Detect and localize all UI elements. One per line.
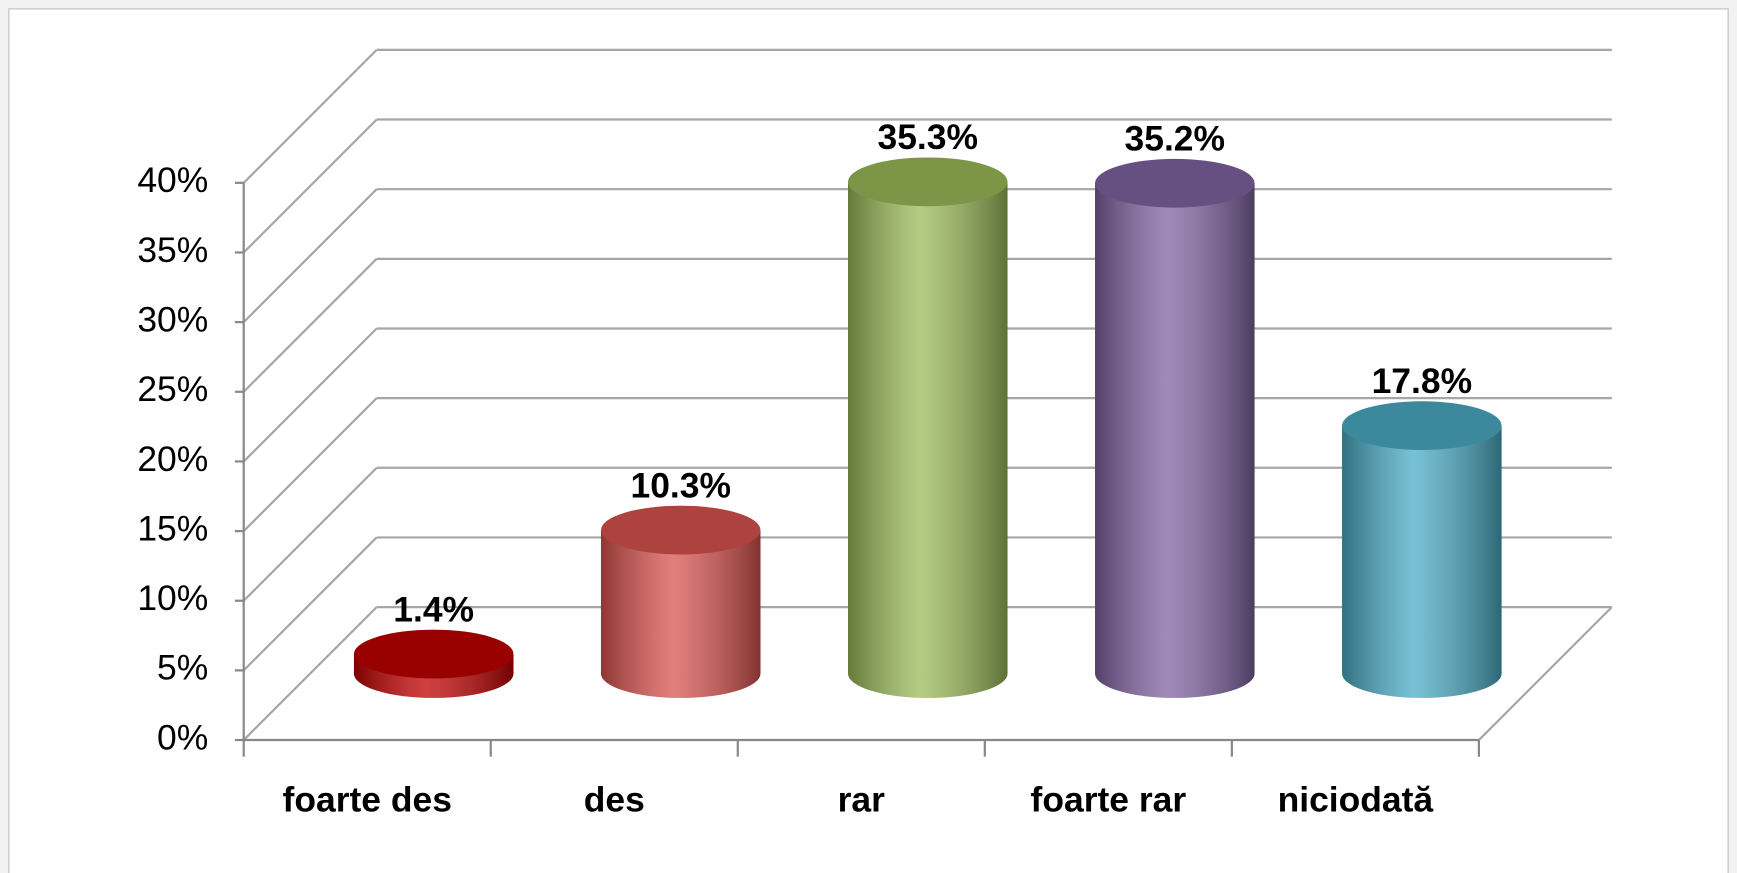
value-label: 10.3% (630, 465, 730, 505)
value-label: 35.3% (878, 117, 978, 157)
bar-top (1342, 401, 1502, 450)
bar-top-shade (1095, 158, 1255, 208)
grid-line (242, 536, 378, 672)
bar-top (600, 505, 761, 555)
x-tick-label: rar (838, 779, 885, 819)
y-tick-label: 35% (137, 230, 208, 270)
bar-top (1095, 158, 1255, 208)
y-tick-label: 15% (137, 508, 208, 548)
value-label: 1.4% (393, 589, 474, 629)
value-label: 17.8% (1372, 361, 1472, 401)
bar-shade (1342, 425, 1502, 674)
bar-top-shade (600, 505, 761, 555)
x-tick-label: des (584, 779, 645, 819)
y-tick-label: 10% (137, 578, 208, 618)
bar-shade (848, 181, 1008, 674)
y-tick-label: 0% (157, 717, 208, 757)
bar-top (353, 629, 514, 679)
bar-top-shade (848, 157, 1008, 207)
grid-line (242, 118, 378, 254)
x-tick-label: foarte rar (1031, 779, 1187, 819)
y-tick-label: 40% (137, 160, 208, 200)
bar-top-shade (353, 629, 514, 679)
y-tick-label: 20% (137, 439, 208, 479)
bar-shade (1095, 183, 1255, 674)
floor-edge (1478, 606, 1613, 741)
y-tick-label: 5% (157, 648, 208, 688)
grid-line (242, 49, 378, 184)
grid-line (242, 327, 378, 463)
grid-line (242, 258, 378, 393)
value-label: 35.2% (1125, 118, 1225, 158)
bar-top (848, 157, 1008, 207)
grid-line (242, 188, 378, 323)
grid-line (242, 606, 378, 741)
x-tick-label: niciodată (1278, 779, 1434, 819)
grid-line (242, 467, 378, 602)
bar-top-shade (1342, 401, 1502, 450)
y-tick-label: 25% (137, 369, 208, 409)
x-tick-label: foarte des (283, 779, 452, 819)
y-tick-label: 30% (137, 299, 208, 339)
grid-line (242, 397, 378, 532)
